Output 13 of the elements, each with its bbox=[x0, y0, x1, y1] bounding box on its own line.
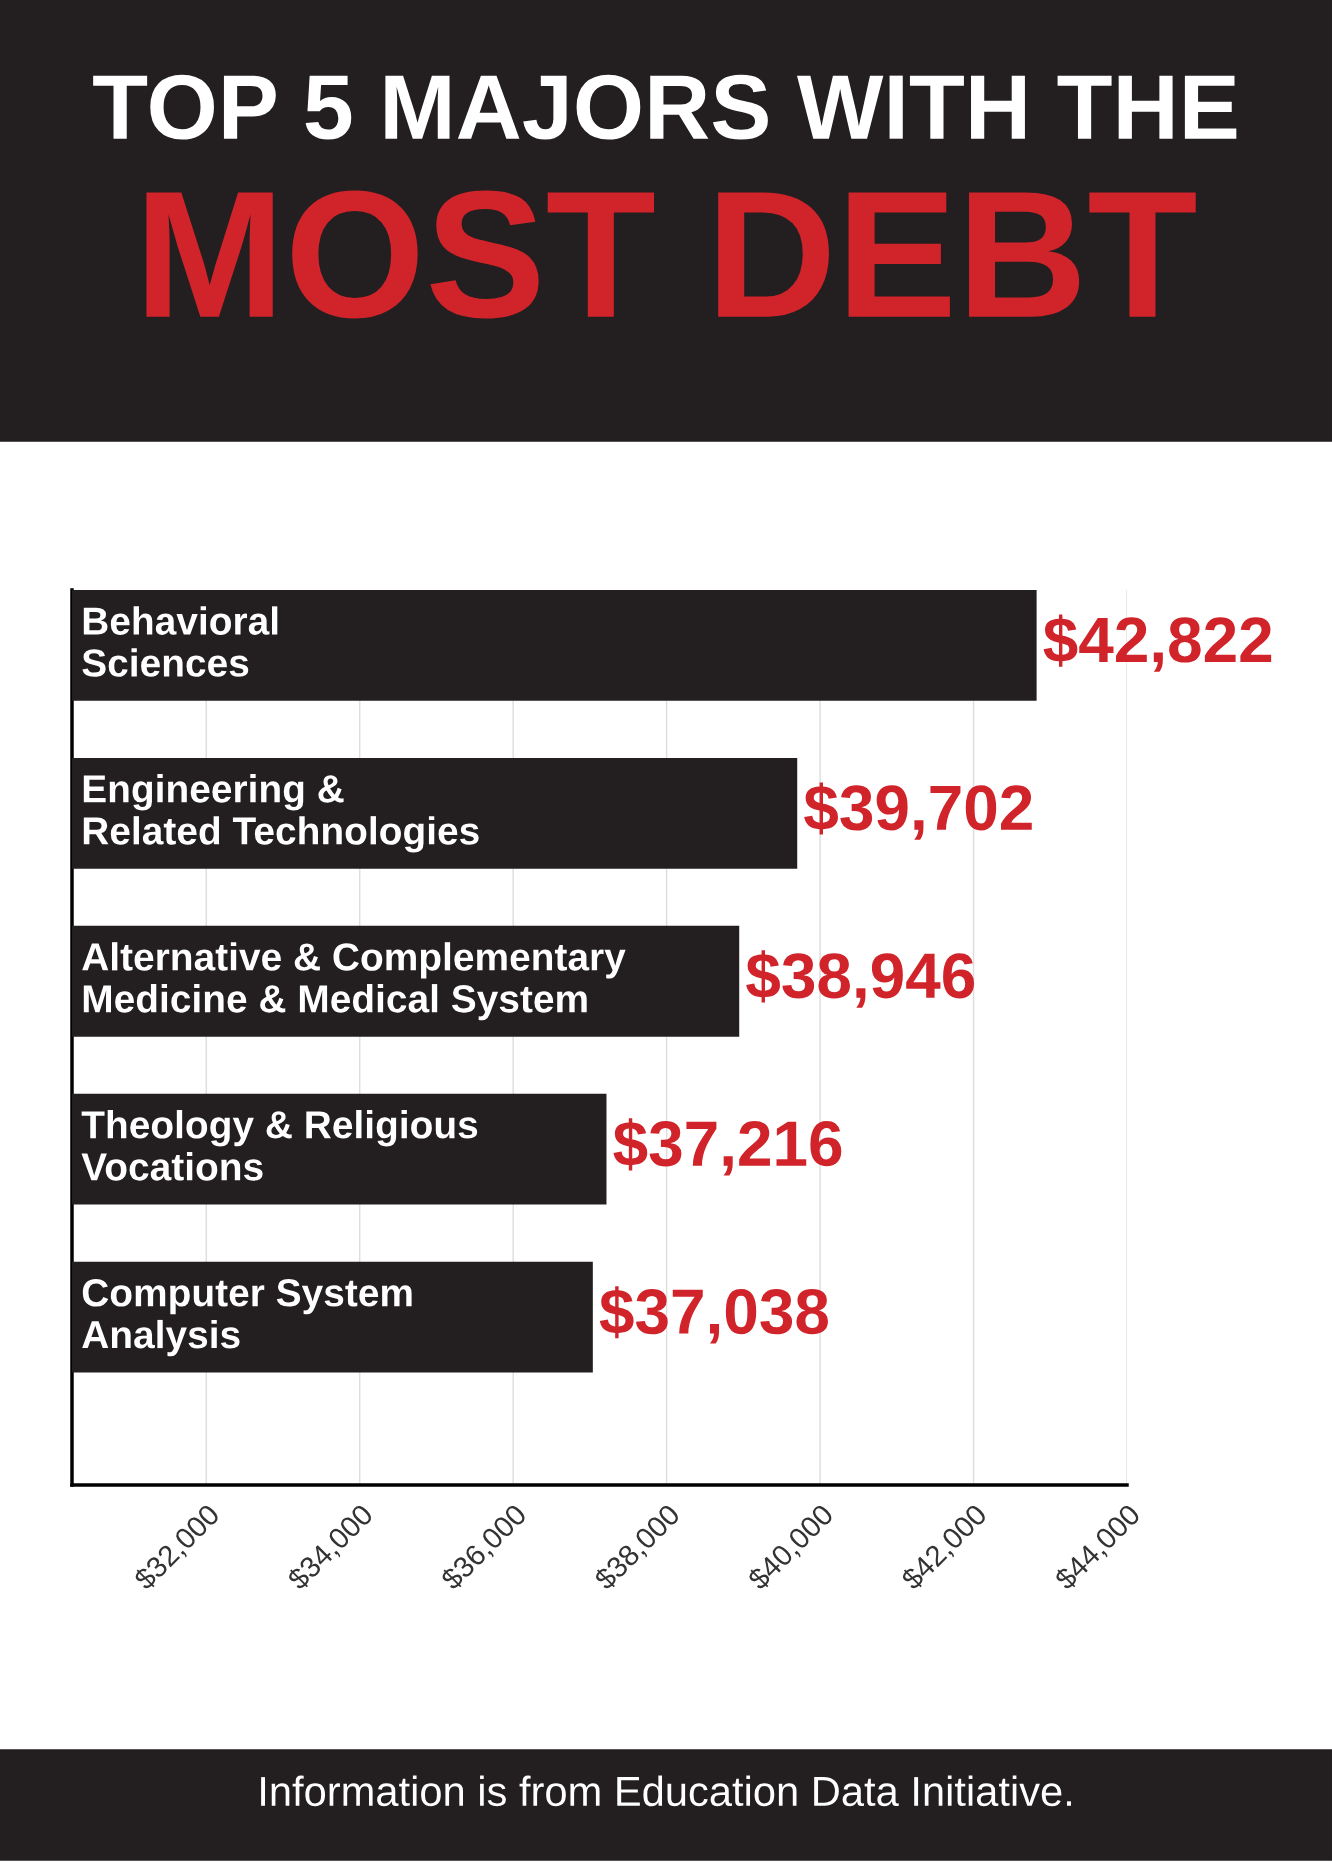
data-label: $42,822 bbox=[1043, 614, 1272, 672]
y-tick-label: Computer System Analysis bbox=[82, 1279, 412, 1357]
data-label: $37,038 bbox=[599, 1286, 828, 1344]
y-tick-label: Alternative & Complementary Medicine & Medical System bbox=[82, 942, 626, 1021]
y-tick-label: Behavioral Sciences bbox=[82, 606, 278, 677]
y-tick-label: Theology & Religious Vocations bbox=[81, 1110, 478, 1181]
data-label: $37,216 bbox=[613, 1118, 842, 1176]
y-tick-label: Engineering & Related Technologies bbox=[83, 774, 479, 853]
data-label: $39,702 bbox=[804, 782, 1032, 840]
chart-subtitle: MOST DEBT bbox=[146, 190, 1196, 319]
chart-title: TOP 5 MAJORS WITH THE bbox=[93, 74, 1237, 140]
text: Information is from Education Data Initiative. bbox=[261, 1775, 1071, 1807]
data-label: $38,946 bbox=[746, 950, 974, 1008]
